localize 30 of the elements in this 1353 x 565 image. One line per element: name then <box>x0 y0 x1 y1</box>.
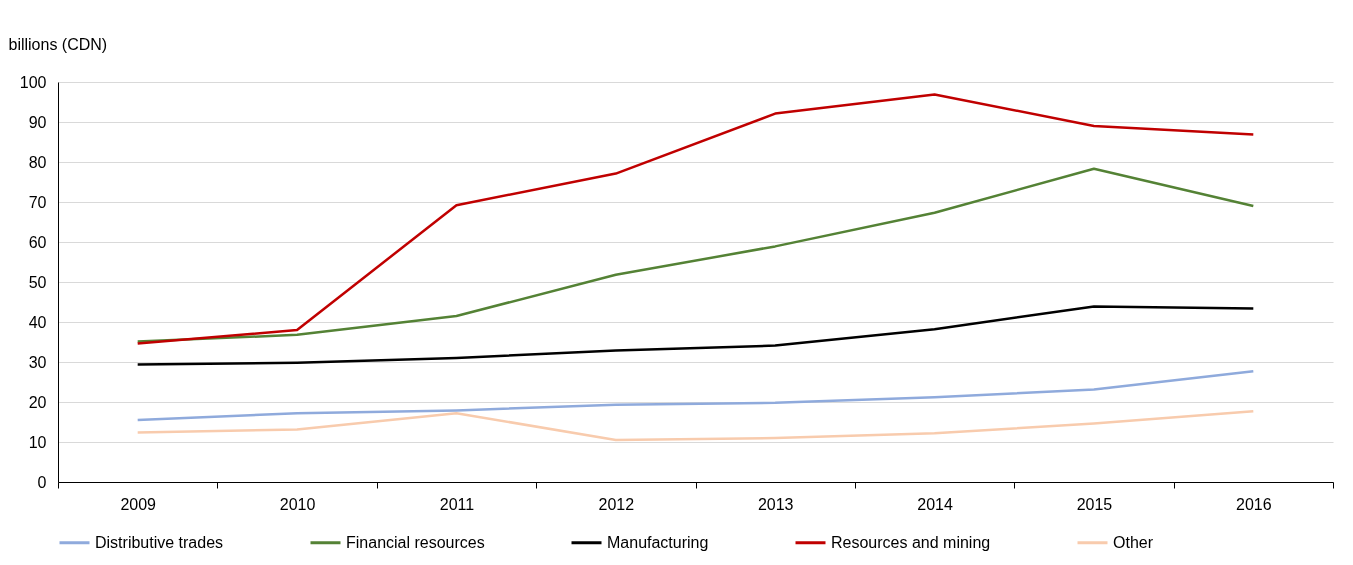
legend-label: Distributive trades <box>95 533 224 551</box>
y-tick-label: 90 <box>28 113 47 131</box>
y-axis-title: billions (CDN) <box>8 35 108 53</box>
y-tick-label: 60 <box>28 233 47 251</box>
y-tick-label: 20 <box>28 393 47 411</box>
y-tick-label: 70 <box>28 193 47 211</box>
x-tick-label: 2010 <box>279 495 316 513</box>
legend-label: Resources and mining <box>831 533 991 551</box>
y-tick-label: 0 <box>37 473 47 491</box>
y-tick-label: 80 <box>28 153 47 171</box>
y-tick-label: 10 <box>28 433 47 451</box>
legend-label: Manufacturing <box>607 533 709 551</box>
line-series <box>136 305 1255 366</box>
line-series <box>136 369 1255 422</box>
x-tick-label: 2009 <box>120 495 157 513</box>
x-tick-label: 2015 <box>1076 495 1113 513</box>
x-tick-label: 2011 <box>439 495 475 513</box>
line-series <box>136 93 1255 345</box>
legend-label: Financial resources <box>346 533 485 551</box>
y-tick-label: 100 <box>19 73 47 91</box>
x-tick-label: 2014 <box>917 495 953 513</box>
legend-label: Other <box>1113 533 1154 551</box>
x-tick-label: 2016 <box>1236 495 1272 513</box>
x-tick-label: 2012 <box>598 495 635 513</box>
y-tick-label: 30 <box>28 353 47 371</box>
line-series <box>136 409 1255 442</box>
y-tick-label: 40 <box>28 313 47 331</box>
x-tick-label: 2013 <box>757 495 794 513</box>
line-series <box>136 167 1255 343</box>
y-tick-label: 50 <box>28 273 47 291</box>
